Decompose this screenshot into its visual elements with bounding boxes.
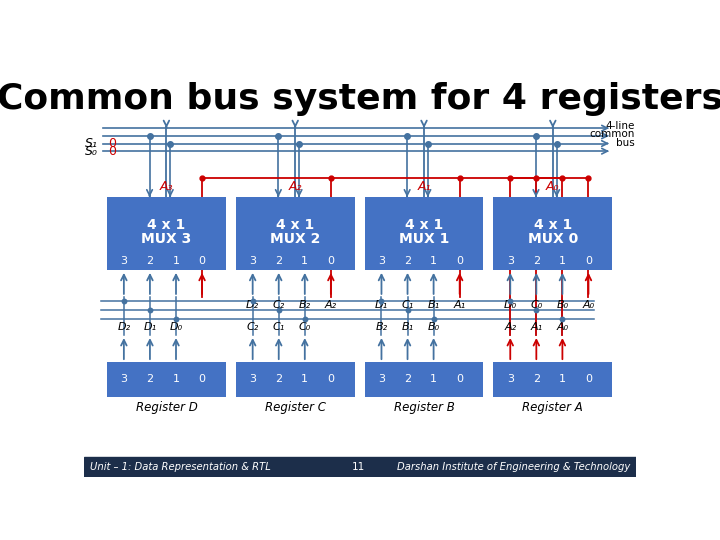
Text: D₁: D₁ bbox=[375, 300, 388, 310]
Bar bbox=[107, 197, 226, 270]
Text: 2: 2 bbox=[404, 374, 411, 384]
Text: C₁: C₁ bbox=[402, 300, 414, 310]
Text: 1: 1 bbox=[559, 374, 566, 384]
Text: Darshan Institute of Engineering & Technology: Darshan Institute of Engineering & Techn… bbox=[397, 462, 630, 472]
Text: A₂: A₂ bbox=[504, 322, 516, 332]
Text: C₀: C₀ bbox=[299, 322, 311, 332]
Text: 0: 0 bbox=[199, 256, 206, 266]
Text: Register B: Register B bbox=[394, 401, 454, 414]
Text: 2: 2 bbox=[146, 256, 153, 266]
Text: 1: 1 bbox=[173, 374, 179, 384]
Text: Common bus system for 4 registers: Common bus system for 4 registers bbox=[0, 82, 720, 116]
Text: 0: 0 bbox=[109, 145, 117, 158]
Text: 3: 3 bbox=[120, 374, 127, 384]
Text: 0: 0 bbox=[456, 374, 463, 384]
Text: B₀: B₀ bbox=[557, 300, 569, 310]
Text: 4 x 1: 4 x 1 bbox=[276, 218, 315, 232]
Text: 2: 2 bbox=[404, 256, 411, 266]
Text: 11: 11 bbox=[352, 462, 365, 472]
Text: B₁: B₁ bbox=[428, 300, 440, 310]
Text: 1: 1 bbox=[301, 256, 308, 266]
Text: A₁: A₁ bbox=[530, 322, 542, 332]
Text: 1: 1 bbox=[430, 374, 437, 384]
Text: D₀: D₀ bbox=[169, 322, 183, 332]
Text: B₀: B₀ bbox=[428, 322, 440, 332]
Text: B₂: B₂ bbox=[299, 300, 311, 310]
Text: 0: 0 bbox=[456, 256, 463, 266]
Text: 4 x 1: 4 x 1 bbox=[405, 218, 443, 232]
Text: 3: 3 bbox=[249, 256, 256, 266]
Text: 2: 2 bbox=[533, 256, 540, 266]
Text: C₀: C₀ bbox=[530, 300, 542, 310]
Bar bbox=[236, 362, 355, 396]
Text: D₁: D₁ bbox=[143, 322, 156, 332]
Text: A₀: A₀ bbox=[582, 300, 595, 310]
Text: 1: 1 bbox=[173, 256, 179, 266]
Text: 2: 2 bbox=[533, 374, 540, 384]
Text: Register D: Register D bbox=[135, 401, 197, 414]
Text: C₁: C₁ bbox=[273, 322, 285, 332]
Text: 4 x 1: 4 x 1 bbox=[534, 218, 572, 232]
Text: S₁: S₁ bbox=[85, 137, 98, 150]
Text: 3: 3 bbox=[120, 256, 127, 266]
Text: A₂: A₂ bbox=[289, 180, 302, 193]
Text: Unit – 1: Data Representation & RTL: Unit – 1: Data Representation & RTL bbox=[90, 462, 271, 472]
Text: 4-line: 4-line bbox=[605, 121, 634, 131]
Text: 2: 2 bbox=[146, 374, 153, 384]
Text: Register A: Register A bbox=[523, 401, 583, 414]
Text: Register C: Register C bbox=[265, 401, 325, 414]
Text: B₂: B₂ bbox=[375, 322, 387, 332]
Text: 0: 0 bbox=[328, 374, 334, 384]
Text: 2: 2 bbox=[275, 256, 282, 266]
Text: D₀: D₀ bbox=[504, 300, 517, 310]
Text: A₁: A₁ bbox=[418, 180, 431, 193]
Text: A₀: A₀ bbox=[557, 322, 569, 332]
Text: common: common bbox=[589, 129, 634, 139]
Text: MUX 0: MUX 0 bbox=[528, 232, 578, 246]
Text: 0: 0 bbox=[585, 256, 592, 266]
Text: 1: 1 bbox=[559, 256, 566, 266]
Text: 0: 0 bbox=[585, 374, 592, 384]
Bar bbox=[364, 362, 483, 396]
Text: 3: 3 bbox=[378, 374, 385, 384]
Text: 0: 0 bbox=[328, 256, 334, 266]
Text: 0: 0 bbox=[199, 374, 206, 384]
Text: 2: 2 bbox=[275, 374, 282, 384]
Text: 1: 1 bbox=[430, 256, 437, 266]
Bar bbox=[493, 197, 612, 270]
Bar bbox=[84, 457, 636, 477]
Text: D₂: D₂ bbox=[117, 322, 130, 332]
Text: 3: 3 bbox=[378, 256, 385, 266]
Text: 3: 3 bbox=[249, 374, 256, 384]
Text: D₂: D₂ bbox=[246, 300, 259, 310]
Text: 4 x 1: 4 x 1 bbox=[148, 218, 186, 232]
Text: C₂: C₂ bbox=[246, 322, 258, 332]
Text: A₂: A₂ bbox=[325, 300, 337, 310]
Text: S₀: S₀ bbox=[85, 145, 98, 158]
Bar bbox=[236, 197, 355, 270]
Text: MUX 3: MUX 3 bbox=[141, 232, 192, 246]
Text: 1: 1 bbox=[301, 374, 308, 384]
Bar bbox=[364, 197, 483, 270]
Text: 3: 3 bbox=[507, 256, 514, 266]
Text: MUX 1: MUX 1 bbox=[399, 232, 449, 246]
Text: bus: bus bbox=[616, 138, 634, 148]
Text: 0: 0 bbox=[109, 137, 117, 150]
Bar bbox=[493, 362, 612, 396]
Text: A₁: A₁ bbox=[454, 300, 466, 310]
Text: B₁: B₁ bbox=[402, 322, 413, 332]
Text: 3: 3 bbox=[507, 374, 514, 384]
Text: A₀: A₀ bbox=[546, 180, 559, 193]
Text: MUX 2: MUX 2 bbox=[270, 232, 320, 246]
Bar bbox=[107, 362, 226, 396]
Text: A₃: A₃ bbox=[160, 180, 174, 193]
Text: C₂: C₂ bbox=[273, 300, 285, 310]
